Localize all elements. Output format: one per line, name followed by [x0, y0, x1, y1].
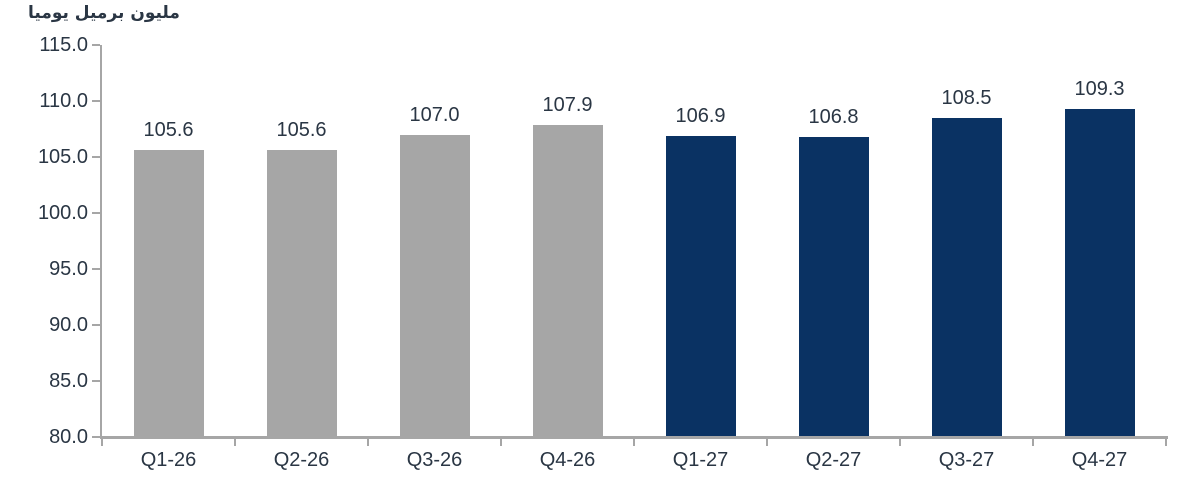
bar	[1064, 108, 1135, 437]
x-axis-tick	[1165, 439, 1167, 446]
x-axis-label: Q2-27	[805, 449, 862, 471]
x-axis-tick	[101, 439, 103, 446]
y-axis-label: 95.0	[49, 258, 88, 280]
y-axis-tick	[92, 268, 100, 270]
bar-value-label: 107.0	[409, 103, 460, 126]
x-axis-tick	[367, 439, 369, 446]
bar	[532, 124, 603, 437]
x-axis-tick	[500, 439, 502, 446]
y-axis-tick	[92, 44, 100, 46]
x-axis-label: Q2-26	[273, 449, 330, 471]
bar-value-label: 108.5	[941, 86, 992, 109]
x-axis-label: Q1-27	[672, 449, 729, 471]
x-axis-tick	[234, 439, 236, 446]
y-axis-label: 90.0	[49, 314, 88, 336]
y-axis-tick	[92, 212, 100, 214]
x-axis-label: Q4-26	[539, 449, 596, 471]
y-axis-label: 115.0	[39, 34, 88, 56]
bar-value-label: 106.8	[808, 105, 859, 128]
bar-value-label: 109.3	[1074, 77, 1125, 100]
x-axis-label: Q3-26	[406, 449, 463, 471]
bar	[665, 135, 736, 437]
y-axis-label: 85.0	[49, 370, 88, 392]
y-axis-label: 105.0	[37, 146, 88, 168]
bar	[266, 150, 337, 437]
y-axis-tick	[92, 100, 100, 102]
bar	[133, 150, 204, 437]
chart-title: مليون برميل يوميا	[28, 3, 180, 23]
x-axis-tick	[1032, 439, 1034, 446]
bar	[931, 117, 1002, 437]
x-axis-label: Q4-27	[1071, 449, 1128, 471]
y-axis-tick	[92, 324, 100, 326]
y-axis-tick	[92, 436, 100, 438]
y-axis-label: 80.0	[49, 426, 88, 448]
y-axis-label: 110.0	[39, 90, 88, 112]
bar-value-label: 105.6	[276, 119, 327, 142]
y-axis-tick	[92, 380, 100, 382]
bar-value-label: 106.9	[675, 104, 726, 127]
x-axis-line	[100, 436, 1168, 439]
bar-value-label: 107.9	[542, 93, 593, 116]
x-axis-tick	[633, 439, 635, 446]
x-axis-label: Q3-27	[938, 449, 995, 471]
bar	[399, 134, 470, 437]
bar	[798, 136, 869, 437]
x-axis-tick	[899, 439, 901, 446]
x-axis-label: Q1-26	[140, 449, 197, 471]
y-axis-line	[100, 45, 102, 439]
x-axis-tick	[766, 439, 768, 446]
y-axis-label: 100.0	[37, 202, 88, 224]
y-axis-tick	[92, 156, 100, 158]
bar-value-label: 105.6	[143, 119, 194, 142]
